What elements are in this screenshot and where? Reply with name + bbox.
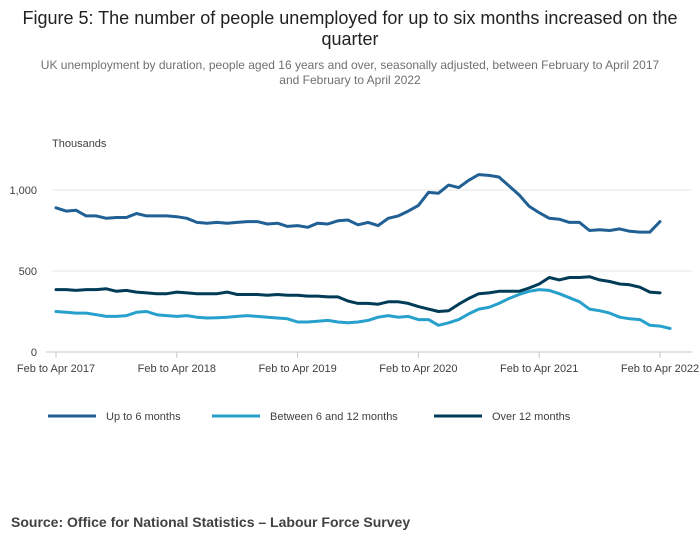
x-tick-label: Feb to Apr 2018 <box>138 363 216 375</box>
y-tick-label: 1,000 <box>9 185 37 197</box>
y-tick-label: 0 <box>31 347 37 359</box>
x-axis: Feb to Apr 2017 Feb to Apr 2018 Feb to Apr… <box>17 351 699 375</box>
series-lines <box>54 173 672 330</box>
x-tick-label: Feb to Apr 2017 <box>17 363 95 375</box>
y-tick-labels: 0 500 1,000 <box>9 185 37 359</box>
x-tick-label: Feb to Apr 2020 <box>379 363 457 375</box>
chart-subtitle: UK unemployment by duration, people aged… <box>40 58 660 87</box>
legend-label: Between 6 and 12 months <box>270 411 398 423</box>
x-tick-label: Feb to Apr 2019 <box>258 363 336 375</box>
source-note: Source: Office for National Statistics –… <box>11 514 411 530</box>
series-line-up-to-6-months <box>54 173 662 234</box>
legend-label: Up to 6 months <box>106 411 181 423</box>
y-tick-label: 500 <box>19 266 37 278</box>
gridlines <box>52 189 692 272</box>
chart-title: Figure 5: The number of people unemploye… <box>22 8 678 49</box>
y-axis-label: Thousands <box>52 138 107 150</box>
x-tick-label: Feb to Apr 2021 <box>500 363 578 375</box>
x-tick-label: Feb to Apr 2022 <box>621 363 699 375</box>
legend: Up to 6 months Between 6 and 12 months Ove… <box>48 411 571 423</box>
series-line-between-6-and-12-months <box>54 288 672 330</box>
legend-label: Over 12 months <box>492 411 571 423</box>
series-line-over-12-months <box>54 275 662 313</box>
